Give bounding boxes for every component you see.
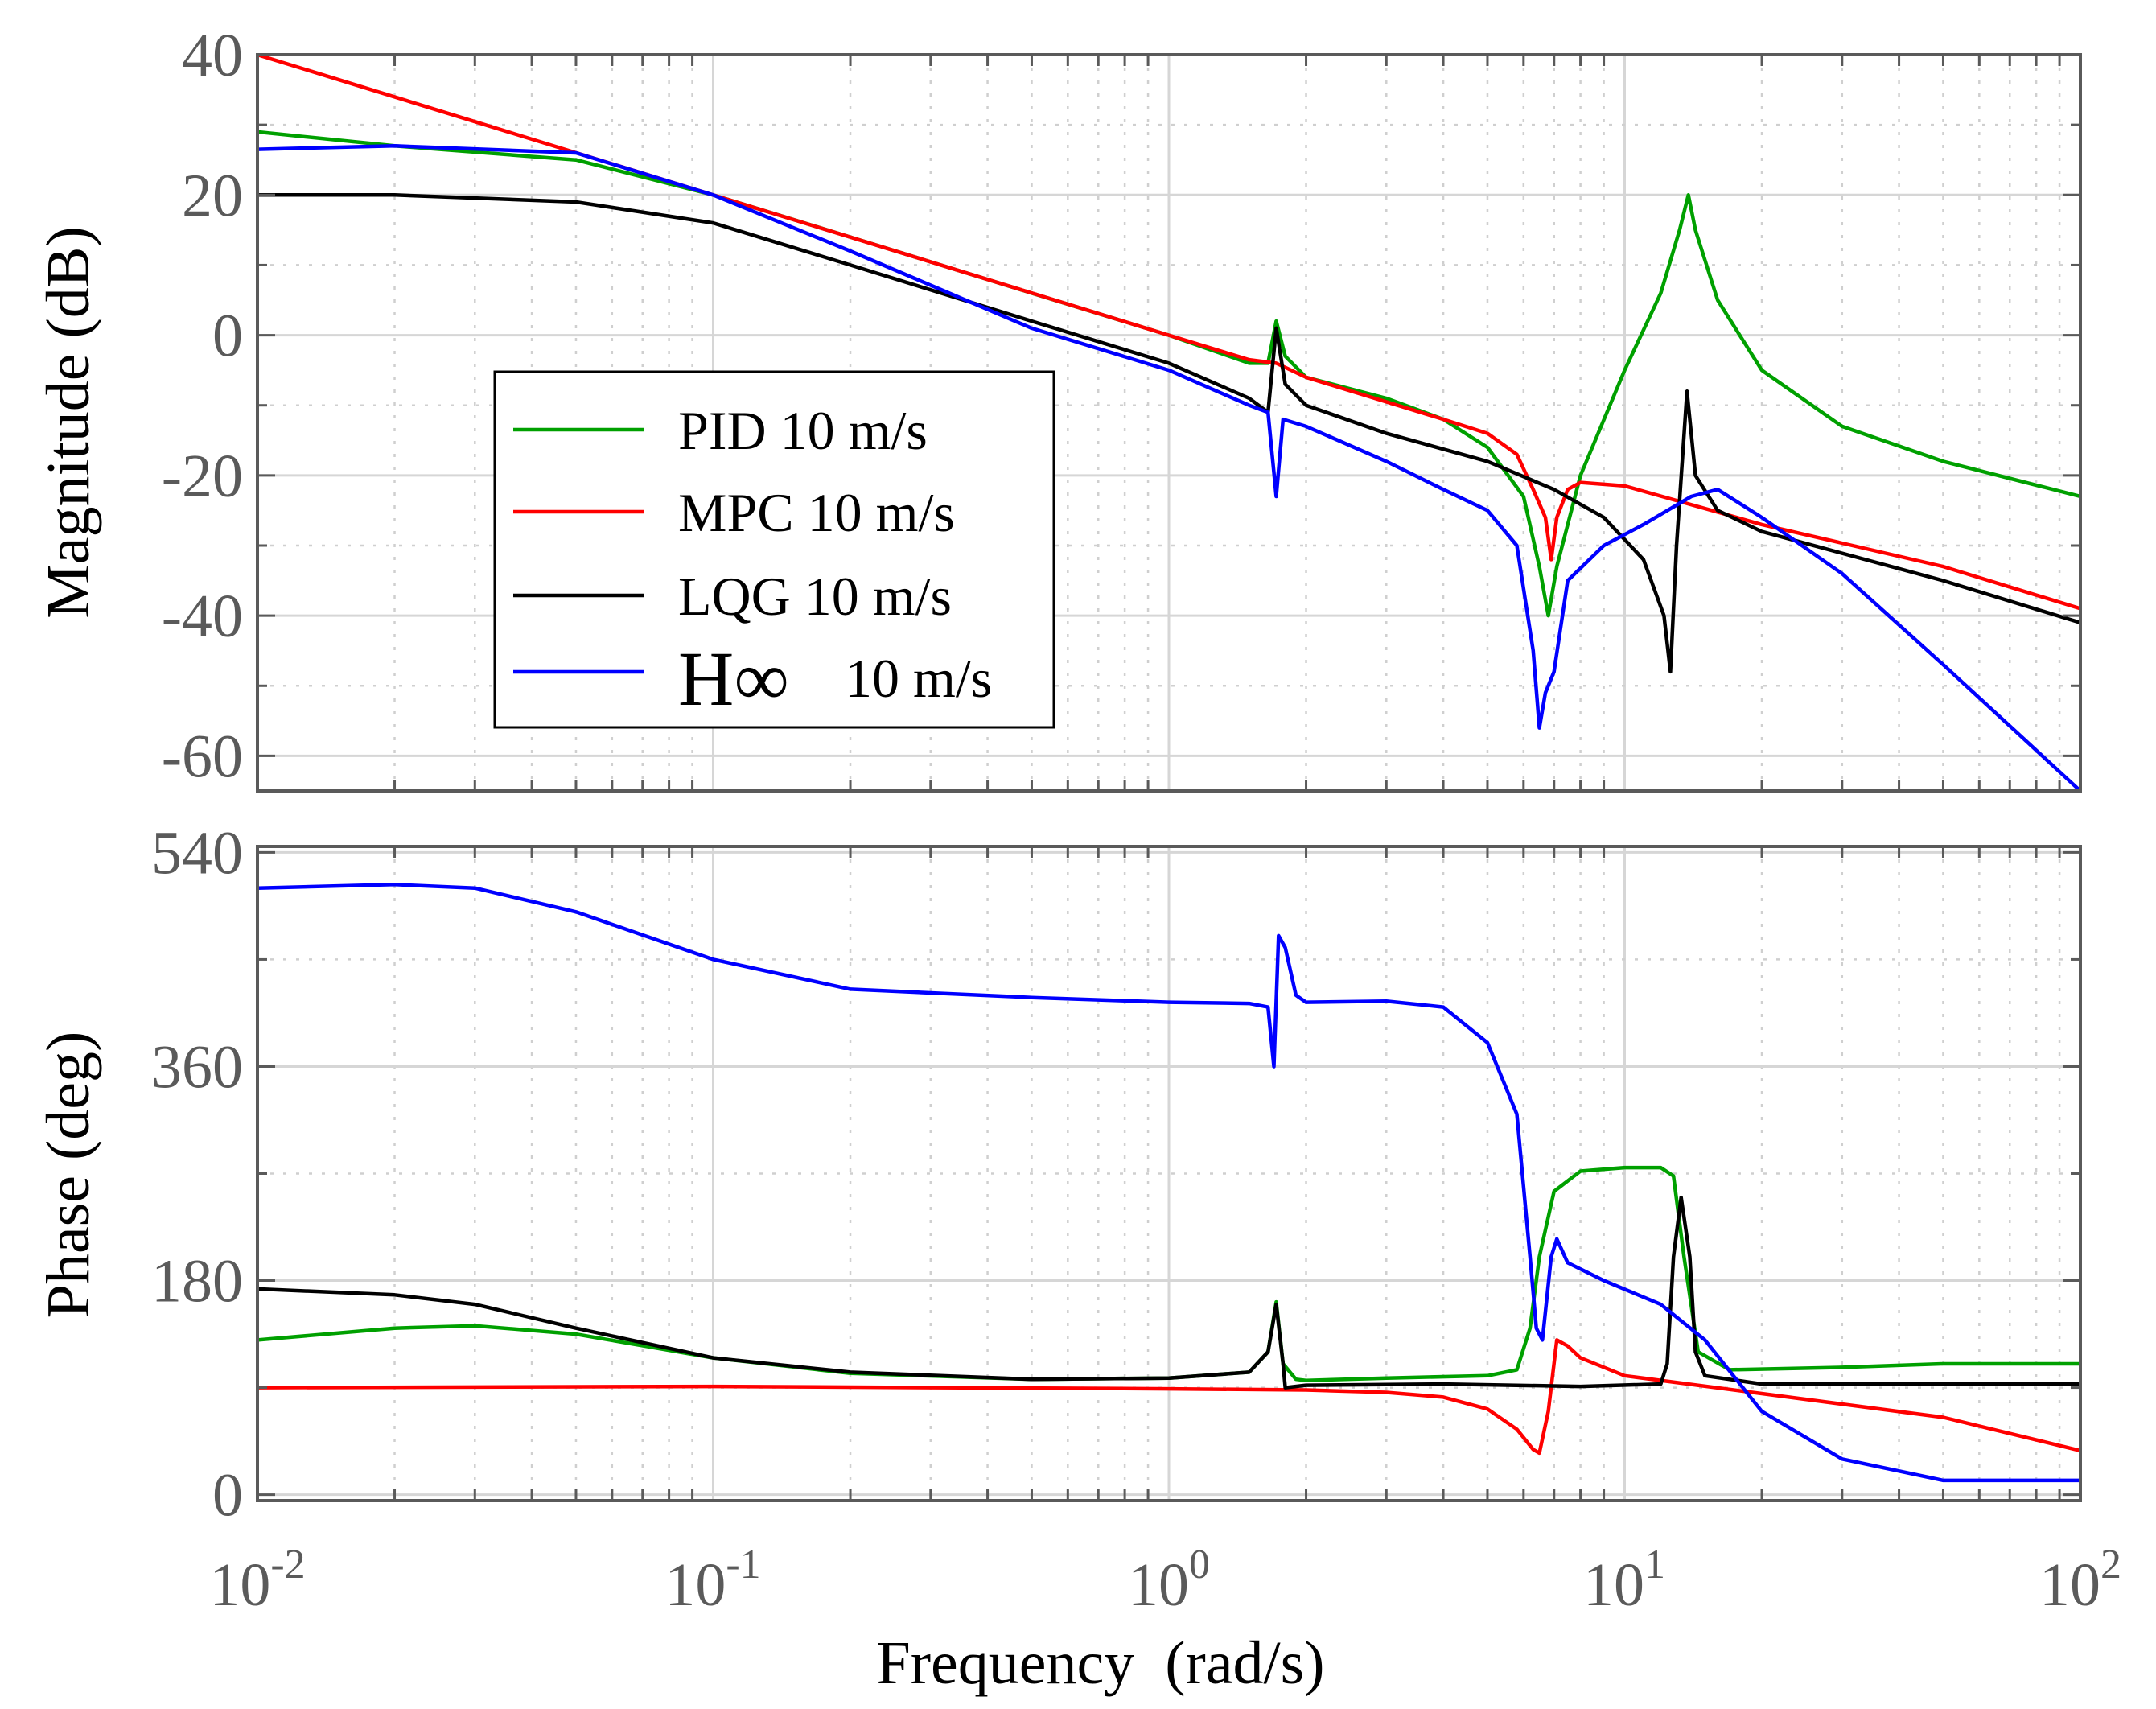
magnitude-y-tick-label: -40 [162,583,243,650]
x-axis-label: Frequency (rad/s) [876,1629,1324,1697]
phase-y-tick-label: 540 [151,819,243,887]
legend-entry-hinf: H∞ 10 m/s [513,636,992,722]
legend-label-hinf: 10 m/s [845,648,992,709]
magnitude-grid [257,55,2080,791]
magnitude-y-tick-label: -20 [162,443,243,510]
x-tick-label: 100 [1128,1542,1210,1619]
phase-series [257,883,2080,1483]
magnitude-x-tick-marks [257,55,2080,791]
legend-label-mpc: MPC 10 m/s [678,482,955,543]
phase-series-mpc [257,1338,2080,1456]
legend-label-pid: PID 10 m/s [678,400,928,461]
magnitude-y-tick-label: 40 [182,22,243,89]
x-tick-label: 102 [2039,1542,2121,1619]
phase-series-lqg [257,1195,2080,1390]
phase-y-tick-label: 180 [151,1248,243,1316]
magnitude-y-tick-label: 0 [212,303,243,370]
legend-symbol-hinf: H∞ [678,636,789,722]
magnitude-series-lqg [257,193,2080,674]
x-tick-label: 10-2 [209,1542,305,1619]
magnitude-y-tick-label: -60 [162,723,243,790]
magnitude-ylabel: Magnitude (dB) [35,226,102,619]
magnitude-subplot: 40 20 0 -20 -40 -60 Magnitude (dB) [35,22,2082,793]
legend-label-lqg: LQG 10 m/s [678,566,952,627]
magnitude-y-tick-label: 20 [182,162,243,229]
magnitude-series-mpc [257,55,2080,611]
magnitude-y-ticks: 40 20 0 -20 -40 -60 [162,22,243,790]
phase-grid [257,846,2080,1501]
x-tick-label: 101 [1583,1542,1665,1619]
phase-ylabel: Phase (deg) [35,1032,102,1319]
magnitude-frame [256,53,2082,793]
magnitude-series-hinf [257,144,2080,791]
x-tick-label: 10-1 [664,1542,760,1619]
phase-y-tick-label: 360 [151,1033,243,1101]
phase-x-tick-marks [257,846,2080,1501]
legend-entry-mpc: MPC 10 m/s [513,482,955,543]
x-tick-labels: 10-2 10-1 100 101 102 [209,1542,2121,1619]
legend: PID 10 m/s MPC 10 m/s LQG 10 m/s H∞ 10 m… [493,370,1055,729]
phase-frame [256,845,2082,1502]
phase-y-tick-label: 0 [212,1462,243,1530]
legend-entry-pid: PID 10 m/s [513,400,928,461]
magnitude-series [257,55,2080,791]
phase-series-hinf [257,883,2080,1483]
phase-subplot: 540 360 180 0 Phase (deg) [35,819,2082,1530]
phase-y-ticks: 540 360 180 0 [151,819,243,1529]
legend-entry-lqg: LQG 10 m/s [513,566,952,627]
